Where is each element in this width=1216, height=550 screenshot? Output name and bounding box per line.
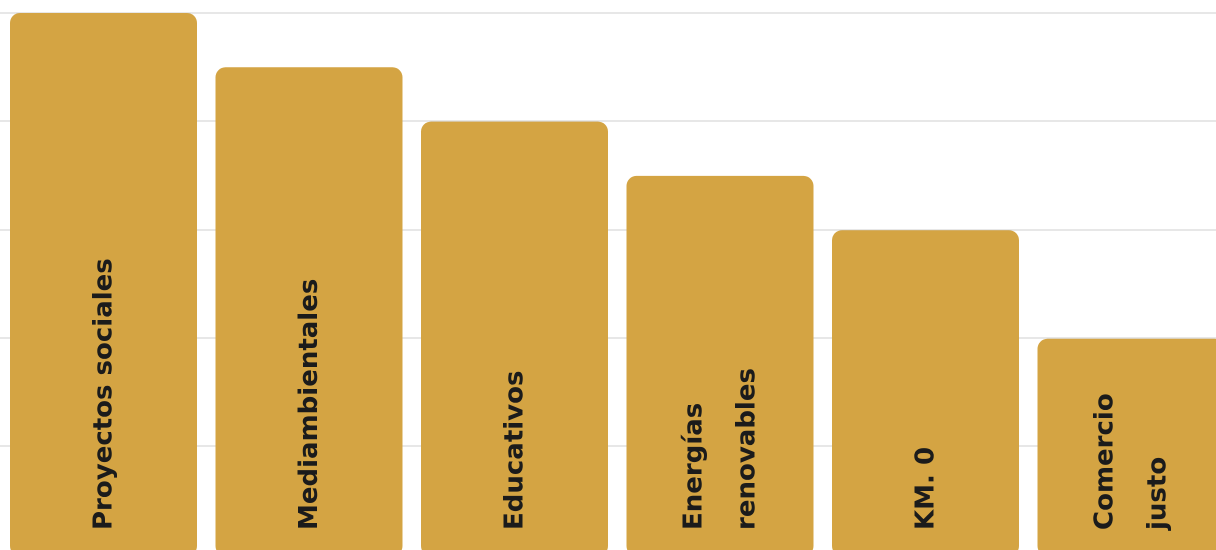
bar [1037, 338, 1216, 550]
bar [626, 175, 814, 550]
bar-label-line: Mediambientales [294, 279, 324, 530]
bar-label-line: Educativos [500, 371, 530, 530]
bar [10, 13, 197, 550]
bar-labels: Proyectos sociales Mediambientales Educati… [89, 258, 1173, 531]
bar [832, 230, 1019, 550]
bar-label: KM. 0 [911, 447, 941, 530]
bar-label: Comercio justo [1090, 393, 1173, 531]
bar-label-line: Comercio [1090, 393, 1120, 530]
bar-label-line: Energías [679, 403, 709, 530]
bars [10, 13, 1216, 550]
bar [215, 67, 403, 550]
bar-label-line: KM. 0 [911, 447, 941, 530]
bar [421, 121, 608, 550]
bar-label-line: renovables [732, 368, 762, 530]
bar-label-line: Proyectos sociales [89, 258, 119, 530]
bar-label: Energías renovables [679, 368, 762, 530]
bar-label: Mediambientales [294, 279, 324, 530]
bar-label: Proyectos sociales [89, 258, 119, 530]
bar-label: Educativos [500, 371, 530, 530]
bar-label-line: justo [1143, 457, 1173, 531]
